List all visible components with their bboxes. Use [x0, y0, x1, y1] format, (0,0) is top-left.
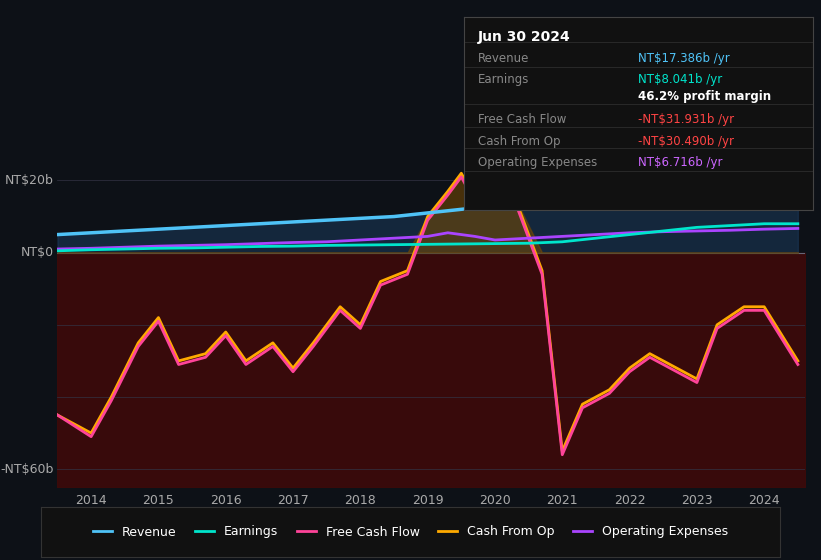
Text: 46.2% profit margin: 46.2% profit margin [639, 90, 772, 103]
Text: -NT$60b: -NT$60b [0, 463, 53, 475]
Text: Free Cash Flow: Free Cash Flow [478, 114, 566, 127]
Text: NT$6.716b /yr: NT$6.716b /yr [639, 156, 722, 169]
Text: Cash From Op: Cash From Op [478, 134, 560, 148]
Text: NT$17.386b /yr: NT$17.386b /yr [639, 52, 730, 64]
Text: Revenue: Revenue [478, 52, 530, 64]
Text: Operating Expenses: Operating Expenses [478, 156, 597, 169]
Text: -NT$30.490b /yr: -NT$30.490b /yr [639, 134, 734, 148]
Text: NT$20b: NT$20b [5, 174, 53, 187]
Text: Earnings: Earnings [478, 73, 530, 86]
Text: Jun 30 2024: Jun 30 2024 [478, 30, 571, 44]
Text: NT$0: NT$0 [21, 246, 53, 259]
Text: -NT$31.931b /yr: -NT$31.931b /yr [639, 114, 735, 127]
Legend: Revenue, Earnings, Free Cash Flow, Cash From Op, Operating Expenses: Revenue, Earnings, Free Cash Flow, Cash … [88, 520, 733, 544]
Text: NT$8.041b /yr: NT$8.041b /yr [639, 73, 722, 86]
